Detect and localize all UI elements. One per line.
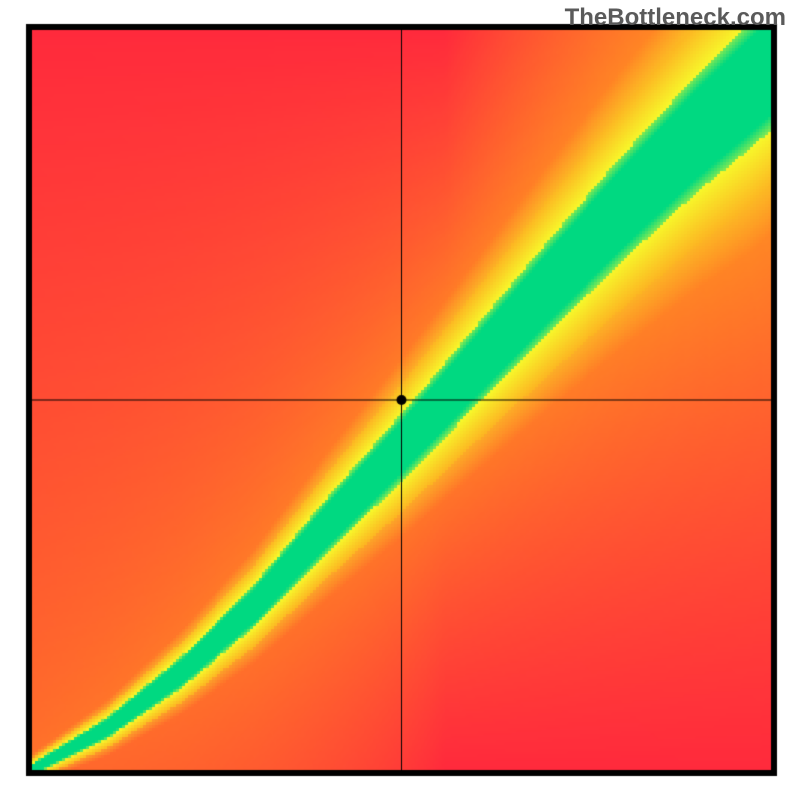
bottleneck-heatmap-canvas — [0, 0, 800, 800]
watermark-text: TheBottleneck.com — [565, 4, 786, 32]
chart-container: TheBottleneck.com — [0, 0, 800, 800]
